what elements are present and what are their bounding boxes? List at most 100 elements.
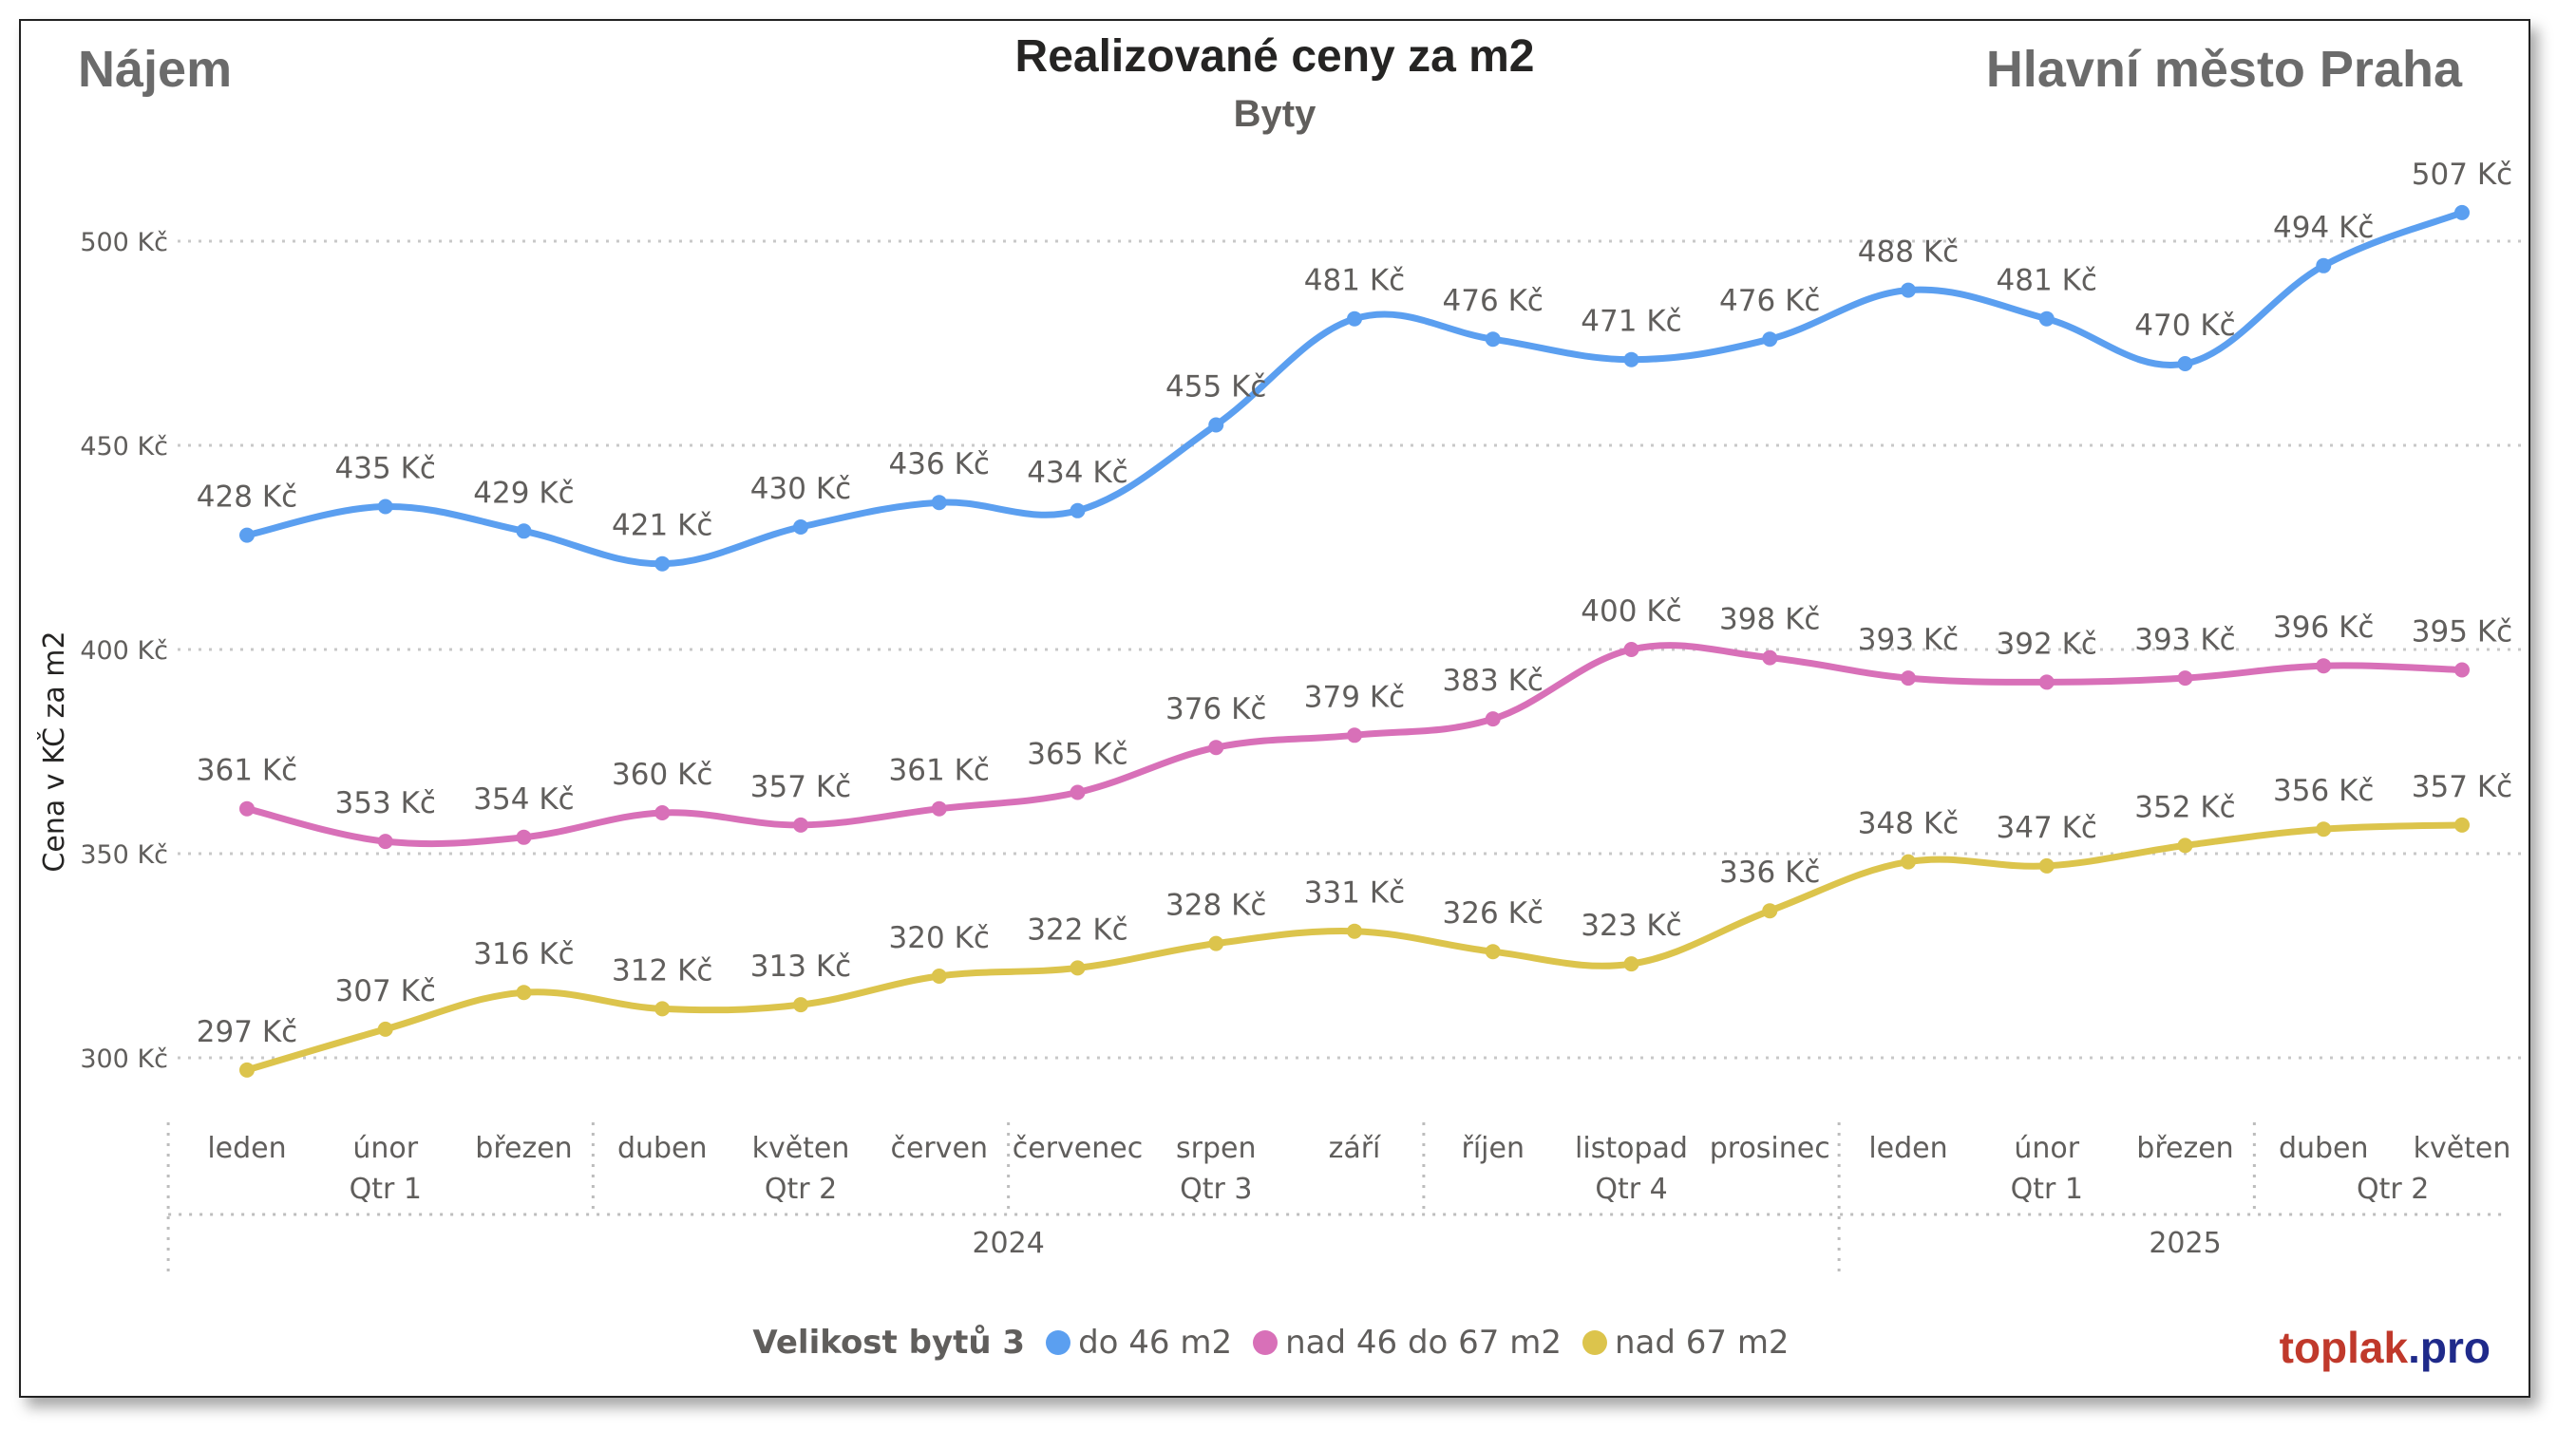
data-point: [793, 519, 808, 535]
data-label: 481 Kč: [1304, 264, 1405, 298]
data-label: 328 Kč: [1165, 889, 1266, 923]
data-label: 494 Kč: [2273, 211, 2374, 245]
x-tick-label: leden: [1868, 1132, 1947, 1165]
data-point: [377, 834, 393, 850]
data-point: [931, 800, 947, 817]
x-tick-label: září: [1329, 1132, 1382, 1165]
data-label: 297 Kč: [197, 1015, 297, 1049]
data-point: [239, 800, 255, 817]
data-point: [1070, 502, 1086, 518]
data-label: 323 Kč: [1581, 909, 1681, 943]
x-tick-label: duben: [617, 1132, 708, 1165]
data-point: [1208, 935, 1224, 951]
report-type-label: Nájem: [78, 41, 233, 98]
data-point: [516, 829, 532, 845]
data-point: [1901, 282, 1916, 298]
data-label: 398 Kč: [1719, 603, 1820, 637]
data-label: 393 Kč: [2134, 623, 2235, 657]
data-label: 320 Kč: [889, 921, 990, 955]
legend-dot-icon: [1582, 1330, 1607, 1355]
x-tick-label: březen: [475, 1132, 572, 1165]
data-label: 428 Kč: [197, 480, 297, 515]
data-point: [2038, 857, 2055, 874]
data-point: [1901, 854, 1916, 870]
x-tick-label: květen: [752, 1132, 850, 1165]
data-label: 436 Kč: [889, 447, 990, 481]
x-year-label: 2024: [972, 1227, 1044, 1260]
x-quarter-label: Qtr 1: [350, 1173, 422, 1206]
data-label: 434 Kč: [1027, 456, 1127, 490]
data-label: 383 Kč: [1443, 664, 1544, 698]
y-axis-title: Cena v KČ za m2: [36, 630, 71, 872]
chart-subtitle: Byty: [1233, 93, 1316, 135]
data-label: 312 Kč: [612, 953, 712, 988]
series-line: [243, 821, 2466, 1074]
legend-item-series-0[interactable]: do 46 m2: [1046, 1324, 1232, 1362]
data-point: [1347, 923, 1362, 939]
data-label: 430 Kč: [750, 472, 851, 506]
x-tick-label: leden: [207, 1132, 286, 1165]
data-point: [1208, 417, 1224, 433]
x-tick-label: březen: [2136, 1132, 2233, 1165]
x-tick-label: červenec: [1013, 1132, 1143, 1165]
data-label: 507 Kč: [2412, 158, 2512, 192]
data-label: 336 Kč: [1719, 856, 1820, 890]
data-label: 476 Kč: [1719, 284, 1820, 318]
line-chart: 300 Kč 350 Kč 400 Kč 450 Kč 500 Kč Cena v KČ …: [36, 158, 2524, 1279]
legend-dot-icon: [1253, 1330, 1279, 1355]
data-label: 347 Kč: [1997, 811, 2097, 845]
data-label: 365 Kč: [1027, 738, 1127, 772]
brand-domain: .pro: [2408, 1323, 2491, 1372]
data-point: [2454, 662, 2470, 678]
data-label: 354 Kč: [473, 782, 574, 817]
data-label: 471 Kč: [1581, 305, 1681, 339]
region-label: Hlavní město Praha: [1985, 41, 2462, 98]
y-tick-label: 350 Kč: [80, 840, 168, 870]
data-label: 357 Kč: [2412, 770, 2512, 804]
data-label: 322 Kč: [1027, 913, 1127, 947]
x-quarter-label: Qtr 2: [765, 1173, 837, 1206]
data-label: 393 Kč: [1858, 623, 1959, 657]
brand-name: toplak: [2279, 1323, 2409, 1372]
legend-label: nad 46 do 67 m2: [1285, 1324, 1562, 1362]
data-point: [377, 1021, 393, 1037]
data-label: 357 Kč: [750, 770, 851, 804]
data-point: [2316, 257, 2332, 273]
data-label: 361 Kč: [889, 754, 990, 788]
data-label: 379 Kč: [1304, 680, 1405, 714]
legend-item-series-2[interactable]: nad 67 m2: [1582, 1324, 1790, 1362]
data-label: 455 Kč: [1165, 370, 1266, 405]
data-point: [1762, 649, 1778, 666]
data-point: [654, 1001, 671, 1017]
data-label: 356 Kč: [2273, 774, 2374, 808]
chart-title: Realizované ceny za m2: [1014, 31, 1535, 82]
data-point: [1347, 727, 1362, 743]
data-point: [931, 969, 947, 984]
data-point: [1208, 740, 1224, 756]
data-point: [239, 1062, 255, 1078]
data-label: 392 Kč: [1997, 627, 2097, 661]
chart-frame: Nájem Hlavní město Praha Realizované cen…: [19, 19, 2530, 1398]
x-tick-label: únor: [352, 1132, 418, 1165]
data-point: [931, 495, 947, 511]
data-point: [1485, 711, 1501, 727]
data-point: [2177, 356, 2193, 371]
x-year-label: 2025: [2149, 1227, 2221, 1260]
data-label: 353 Kč: [335, 786, 436, 820]
legend-item-series-1[interactable]: nad 46 do 67 m2: [1253, 1324, 1562, 1362]
data-point: [1070, 784, 1086, 800]
x-tick-label: červen: [890, 1132, 988, 1165]
data-label: 316 Kč: [473, 937, 574, 971]
legend-label: nad 67 m2: [1614, 1324, 1790, 1362]
brand-logo[interactable]: toplak.pro: [2280, 1322, 2491, 1373]
data-point: [1623, 351, 1639, 367]
data-point: [1070, 960, 1086, 976]
legend-label: do 46 m2: [1078, 1324, 1233, 1362]
x-tick-label: květen: [2414, 1132, 2511, 1165]
data-label: 395 Kč: [2412, 615, 2512, 649]
data-point: [654, 805, 671, 820]
data-point: [1623, 642, 1639, 657]
data-label: 313 Kč: [750, 950, 851, 984]
legend-dot-icon: [1046, 1330, 1071, 1355]
x-tick-label: říjen: [1462, 1132, 1525, 1165]
